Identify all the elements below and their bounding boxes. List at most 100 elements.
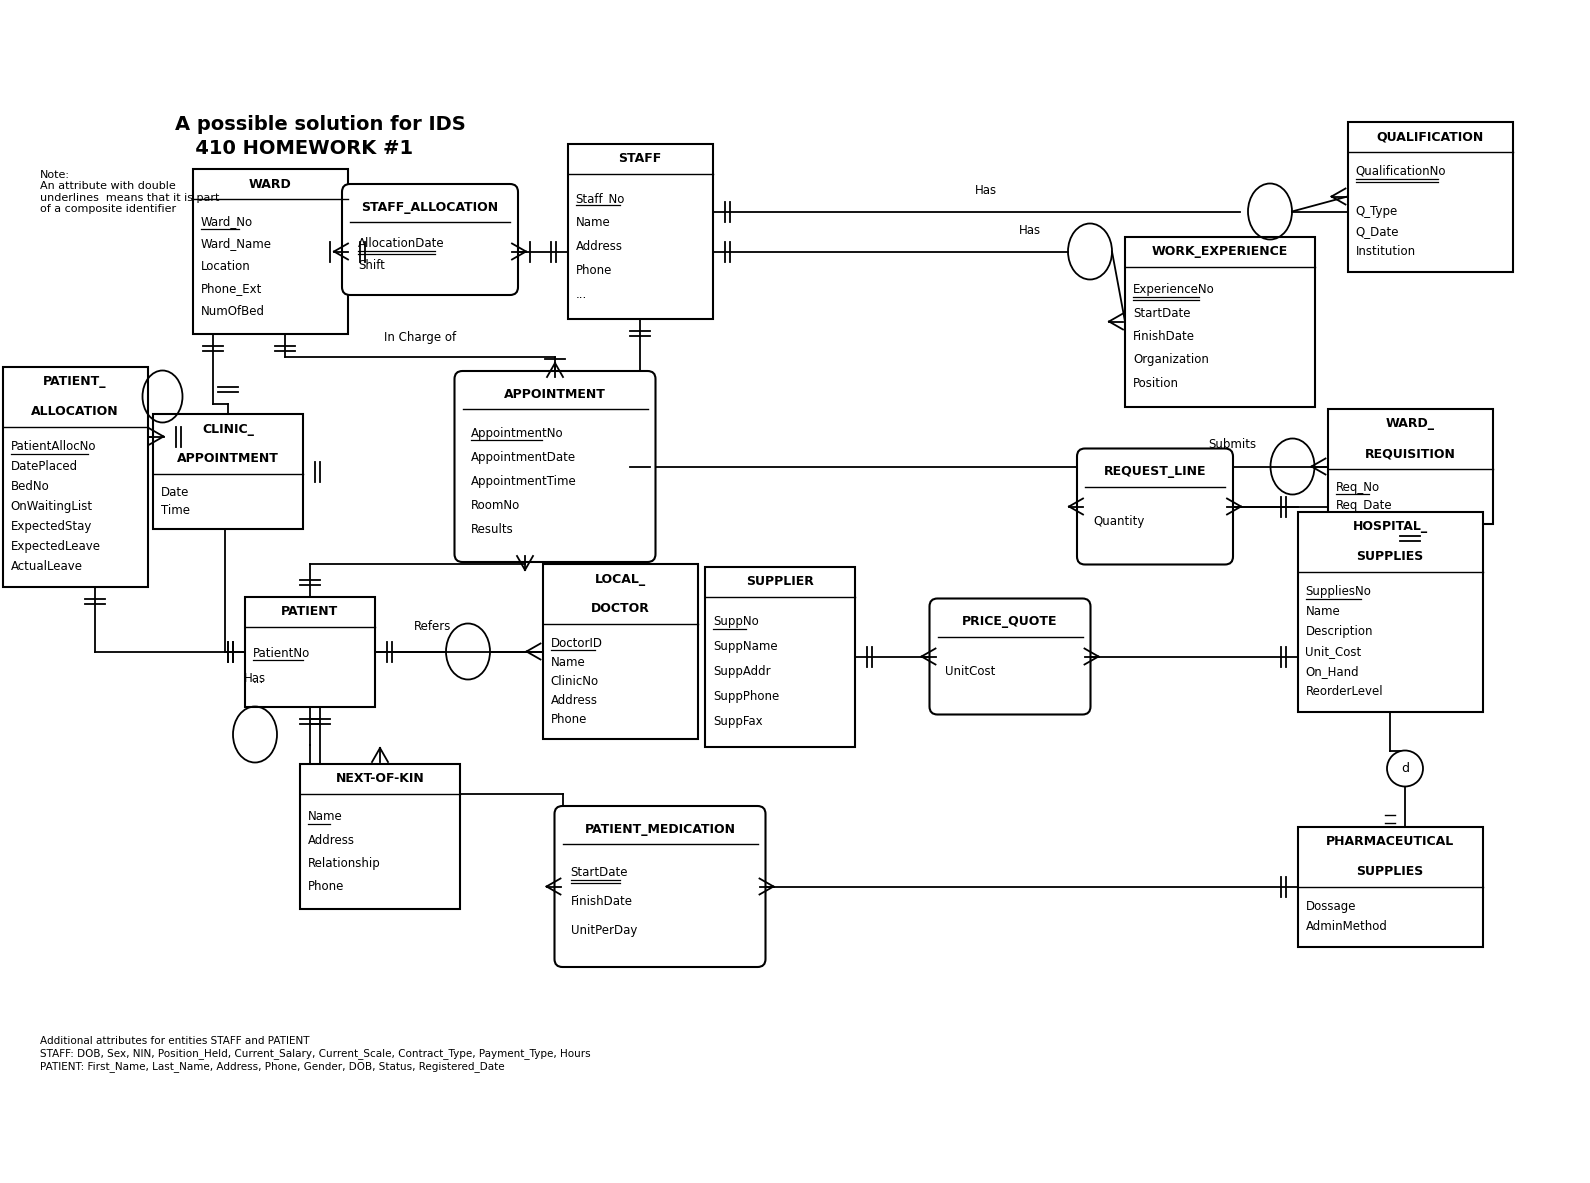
Text: Note:
An attribute with double
underlines  means that it is part
of a composite : Note: An attribute with double underline…: [40, 169, 219, 214]
Text: OnWaitingList: OnWaitingList: [11, 500, 92, 513]
Text: Name: Name: [1305, 605, 1340, 618]
Text: SuppAddr: SuppAddr: [712, 665, 771, 678]
Text: On_Hand: On_Hand: [1305, 665, 1359, 678]
Text: SUPPLIER: SUPPLIER: [746, 575, 814, 588]
Bar: [301, 764, 460, 909]
Text: Q_Date: Q_Date: [1356, 225, 1399, 238]
Text: QualificationNo: QualificationNo: [1356, 164, 1445, 177]
Text: PHARMACEUTICAL: PHARMACEUTICAL: [1326, 835, 1455, 848]
Text: Location: Location: [200, 260, 250, 273]
Text: Unit_Cost: Unit_Cost: [1305, 645, 1361, 658]
Text: Phone: Phone: [576, 264, 612, 277]
Text: FinishDate: FinishDate: [1134, 330, 1196, 343]
Text: ExpectedStay: ExpectedStay: [11, 521, 92, 534]
Text: Ward_Name: Ward_Name: [200, 238, 272, 251]
Text: WARD_: WARD_: [1385, 418, 1434, 431]
Text: SuppName: SuppName: [712, 640, 778, 653]
Text: Refers: Refers: [415, 621, 452, 634]
FancyBboxPatch shape: [555, 806, 765, 967]
Text: SUPPLIES: SUPPLIES: [1356, 550, 1423, 563]
Text: Name: Name: [308, 810, 343, 823]
Text: AllocationDate: AllocationDate: [358, 237, 445, 250]
FancyBboxPatch shape: [342, 185, 518, 295]
Text: QUALIFICATION: QUALIFICATION: [1377, 130, 1483, 143]
Text: UnitCost: UnitCost: [946, 665, 995, 678]
Text: WORK_EXPERIENCE: WORK_EXPERIENCE: [1151, 245, 1288, 258]
Bar: [1328, 409, 1493, 524]
Text: PATIENT_: PATIENT_: [43, 375, 107, 388]
Bar: [1347, 122, 1512, 272]
Text: Submits: Submits: [1208, 439, 1256, 452]
Text: Ward_No: Ward_No: [200, 215, 253, 228]
Text: AppointmentDate: AppointmentDate: [471, 451, 576, 464]
Text: STAFF_ALLOCATION: STAFF_ALLOCATION: [361, 200, 499, 213]
Text: APPOINTMENT: APPOINTMENT: [176, 453, 278, 465]
Bar: [1126, 237, 1315, 407]
Bar: [704, 567, 855, 746]
Text: Address: Address: [576, 240, 623, 253]
Text: Req_Date: Req_Date: [1336, 499, 1393, 512]
Text: ALLOCATION: ALLOCATION: [32, 405, 119, 418]
Text: DatePlaced: DatePlaced: [11, 460, 78, 473]
Text: Dossage: Dossage: [1305, 900, 1356, 913]
Text: Description: Description: [1305, 625, 1374, 638]
Text: AppointmentTime: AppointmentTime: [471, 476, 576, 489]
Text: Name: Name: [550, 655, 585, 668]
Text: ClinicNo: ClinicNo: [550, 675, 598, 689]
Text: SuppFax: SuppFax: [712, 715, 763, 728]
Bar: [3, 367, 148, 587]
Text: ExpectedLeave: ExpectedLeave: [11, 539, 100, 552]
Text: A possible solution for IDS: A possible solution for IDS: [175, 115, 466, 134]
Text: Organization: Organization: [1134, 354, 1208, 367]
Text: BedNo: BedNo: [11, 480, 49, 493]
Text: WARD: WARD: [248, 177, 291, 190]
Text: Date: Date: [161, 486, 189, 499]
Text: Shift: Shift: [358, 259, 385, 272]
Text: REQUISITION: REQUISITION: [1364, 447, 1455, 460]
Text: Q_Type: Q_Type: [1356, 205, 1398, 218]
Text: StartDate: StartDate: [1134, 306, 1191, 319]
Text: ...: ...: [253, 673, 264, 686]
Text: In Charge of: In Charge of: [383, 331, 456, 344]
Text: Results: Results: [471, 523, 514, 536]
Text: DoctorID: DoctorID: [550, 636, 603, 649]
Bar: [245, 596, 375, 706]
Text: Address: Address: [308, 834, 355, 847]
Text: PatientNo: PatientNo: [253, 647, 310, 660]
Text: PatientAllocNo: PatientAllocNo: [11, 440, 95, 453]
Bar: [1297, 827, 1482, 946]
Text: Has: Has: [975, 183, 997, 196]
Bar: [542, 564, 698, 739]
Text: ActualLeave: ActualLeave: [11, 560, 83, 573]
Text: Institution: Institution: [1356, 245, 1415, 258]
Text: AppointmentNo: AppointmentNo: [471, 427, 563, 440]
Text: PRICE_QUOTE: PRICE_QUOTE: [962, 615, 1057, 628]
Text: PATIENT_MEDICATION: PATIENT_MEDICATION: [585, 822, 736, 835]
Text: NEXT-OF-KIN: NEXT-OF-KIN: [335, 772, 425, 786]
Text: NumOfBed: NumOfBed: [200, 305, 264, 318]
Text: Time: Time: [161, 504, 189, 517]
Text: AdminMethod: AdminMethod: [1305, 920, 1388, 933]
Text: UnitPerDay: UnitPerDay: [571, 924, 638, 937]
Text: HOSPITAL_: HOSPITAL_: [1353, 521, 1428, 534]
Text: PATIENT: PATIENT: [281, 605, 339, 618]
Text: ExperienceNo: ExperienceNo: [1134, 284, 1215, 296]
Text: Staff_No: Staff_No: [576, 192, 625, 205]
FancyBboxPatch shape: [455, 371, 655, 562]
Text: LOCAL_: LOCAL_: [595, 573, 646, 586]
Text: d: d: [1401, 762, 1409, 775]
Text: ...: ...: [576, 289, 587, 302]
FancyBboxPatch shape: [1076, 448, 1232, 564]
Bar: [568, 144, 712, 319]
Text: Name: Name: [576, 215, 611, 228]
Text: Phone_Ext: Phone_Ext: [200, 283, 262, 296]
Text: 410 HOMEWORK #1: 410 HOMEWORK #1: [175, 138, 413, 157]
Text: Req_No: Req_No: [1336, 480, 1380, 493]
Bar: [192, 169, 348, 334]
Text: SuppNo: SuppNo: [712, 615, 758, 628]
Text: Phone: Phone: [308, 879, 345, 892]
Text: ReorderLevel: ReorderLevel: [1305, 685, 1383, 698]
Circle shape: [1386, 750, 1423, 787]
Text: Quantity: Quantity: [1092, 515, 1145, 528]
Text: Phone: Phone: [550, 713, 587, 726]
